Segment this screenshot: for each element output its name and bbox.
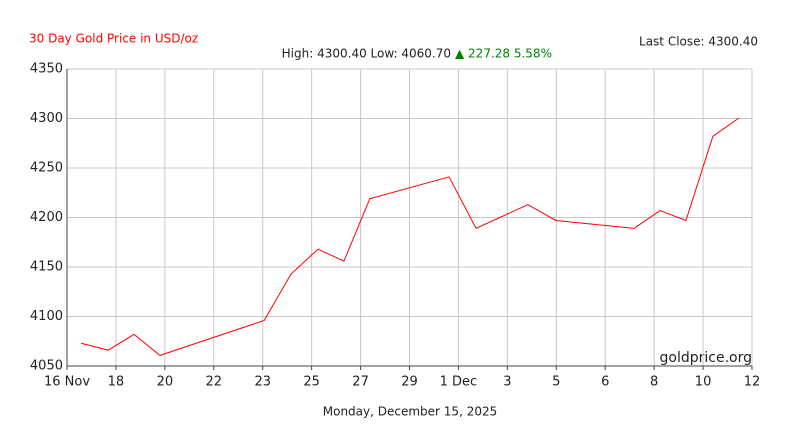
change: ▲ 227.28 5.58% [455,47,552,61]
y-tick-label: 4100 [30,309,63,324]
x-tick-label: 22 [206,375,223,390]
y-tick-label: 4050 [30,359,63,374]
date-label: Monday, December 15, 2025 [323,405,497,419]
x-tick-label: 1 Dec [440,375,478,390]
watermark: goldprice.org [660,350,752,366]
y-tick-label: 4150 [30,260,63,275]
price-line [81,117,740,356]
x-tick-label: 5 [552,375,560,390]
y-tick-label: 4300 [30,111,63,126]
x-tick-label: 16 Nov [44,375,90,390]
y-tick-label: 4350 [30,62,63,77]
x-tick-label: 20 [157,375,174,390]
x-tick-label: 27 [352,375,369,390]
x-tick-label: 10 [695,375,712,390]
x-tick-label: 3 [503,375,511,390]
y-tick-label: 4250 [30,161,63,176]
x-tick-label: 8 [650,375,658,390]
high-low: High: 4300.40 Low: 4060.70 [282,47,451,61]
x-tick-label: 6 [601,375,609,390]
x-tick-label: 12 [744,375,761,390]
y-tick-label: 4200 [30,210,63,225]
last-close: Last Close: 4300.40 [639,35,758,49]
chart-title: 30 Day Gold Price in USD/oz [29,32,198,46]
x-tick-label: 29 [401,375,418,390]
x-tick-label: 23 [254,375,271,390]
x-tick-label: 25 [303,375,320,390]
x-tick-label: 18 [108,375,125,390]
